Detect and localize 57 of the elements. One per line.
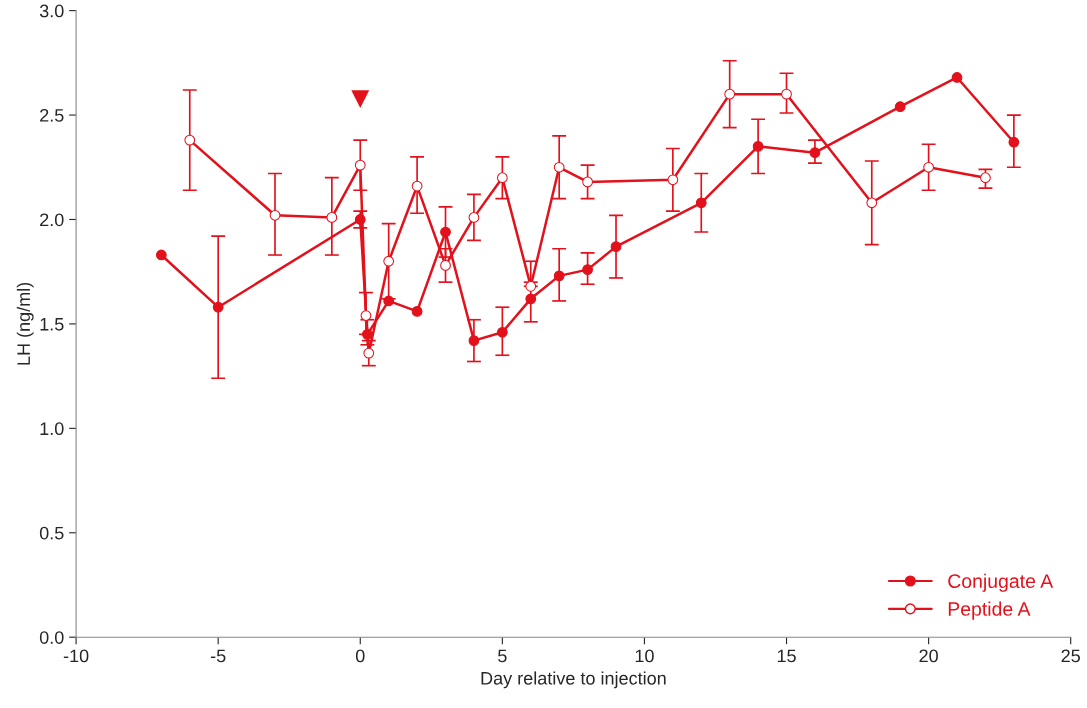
y-tick-label: 2.0 xyxy=(40,213,64,227)
point xyxy=(411,306,423,317)
x-tick-label: 15 xyxy=(777,649,796,663)
annotation: ▼ xyxy=(351,90,370,109)
x-tick-label: 5 xyxy=(498,649,507,663)
y-tick-label: 3.0 xyxy=(39,4,64,18)
point xyxy=(363,347,375,359)
point xyxy=(724,88,736,100)
x-tick-label: -5 xyxy=(210,649,226,663)
point xyxy=(894,101,906,113)
y-tick-label: 2.5 xyxy=(40,108,64,122)
point xyxy=(610,241,622,253)
y-tick-label: 0.5 xyxy=(39,526,64,540)
point xyxy=(781,88,792,100)
point xyxy=(440,226,451,238)
point xyxy=(184,134,196,146)
x-tick-label: 0 xyxy=(355,649,365,663)
y-tick-label: 1.0 xyxy=(40,422,64,436)
point xyxy=(582,176,593,188)
point xyxy=(212,301,224,313)
point xyxy=(553,161,565,173)
x-tick-label: 10 xyxy=(635,649,654,663)
point xyxy=(582,264,593,275)
point xyxy=(411,180,423,192)
point xyxy=(269,209,281,221)
y-axis-title: LH (ng/ml) xyxy=(16,282,34,365)
x-tick-label: -10 xyxy=(63,649,89,663)
point xyxy=(923,161,934,173)
point xyxy=(667,174,679,186)
legend-label: Peptide A xyxy=(948,601,1031,620)
point xyxy=(496,172,508,184)
y-tick-label: 1.5 xyxy=(40,318,64,331)
point xyxy=(440,260,451,271)
point xyxy=(383,255,395,267)
legend-label: Conjugate A xyxy=(948,573,1054,592)
point xyxy=(468,212,480,223)
point xyxy=(155,249,167,261)
point xyxy=(360,310,372,321)
point xyxy=(383,295,395,307)
point xyxy=(326,212,338,223)
point xyxy=(525,293,537,305)
x-tick-label: 25 xyxy=(1061,649,1080,663)
point xyxy=(1008,136,1020,148)
point xyxy=(496,326,508,338)
point xyxy=(951,72,963,83)
x-axis-title: Day relative to injection xyxy=(481,671,666,689)
point xyxy=(354,159,366,171)
point xyxy=(980,172,991,184)
y-tick-label: 0.0 xyxy=(39,631,64,644)
point xyxy=(809,147,821,159)
point xyxy=(468,335,480,346)
point xyxy=(525,280,537,292)
point xyxy=(866,197,878,209)
point xyxy=(752,141,764,152)
x-tick-label: 20 xyxy=(919,649,938,663)
point xyxy=(553,270,565,282)
point xyxy=(695,197,707,209)
